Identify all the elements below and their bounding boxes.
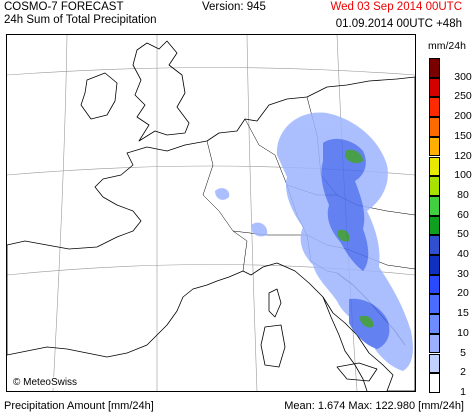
legend-label: 150: [454, 129, 472, 142]
legend-label: 80: [457, 188, 469, 201]
precip-mid-area: [321, 138, 369, 271]
precip-light-patch-alps: [251, 222, 268, 237]
legend-swatch: [429, 274, 440, 295]
map-subtitle: 24h Sum of Total Precipitation: [4, 14, 157, 26]
meteoswiss-credit: © MeteoSwiss: [11, 377, 80, 388]
legend-label: 2: [460, 366, 466, 379]
legend-label: 60: [457, 208, 469, 221]
legend-swatch: [429, 215, 440, 236]
legend-swatch: [429, 176, 440, 196]
run-info: 01.09.2014 00UTC +48h: [335, 18, 462, 30]
legend-label: 15: [457, 307, 469, 320]
valid-time: Wed 03 Sep 2014 00UTC: [330, 1, 462, 13]
legend-swatch: [429, 77, 440, 98]
legend-swatch: [429, 156, 440, 177]
footer-label: Precipitation Amount [mm/24h]: [4, 400, 154, 412]
sardinia-coast: [260, 324, 286, 368]
legend-swatch: [429, 294, 440, 315]
legend-swatch: [429, 235, 440, 255]
legend-swatch: [429, 58, 440, 78]
graticule: [7, 35, 415, 391]
legend-label: 1: [460, 385, 466, 398]
footer-stats: Mean: 1.674 Max: 122.980 [mm/24h]: [284, 400, 464, 412]
legend-swatch: [429, 97, 440, 118]
legend-unit: mm/24h: [428, 40, 466, 52]
legend-label: 30: [457, 267, 469, 280]
map-canvas: [7, 35, 415, 391]
legend-swatch: [429, 117, 440, 137]
precip-light-patch-france: [215, 188, 230, 200]
legend-label: 50: [457, 228, 469, 241]
legend-label: 20: [457, 287, 469, 300]
legend-label: 200: [454, 110, 472, 123]
map-title: COSMO-7 FORECAST: [4, 1, 124, 13]
sicily-coast: [336, 362, 378, 382]
precip-legend: mm/24h 300 250 200 150 120 100 80 60 50 40 30 20 15 1…: [424, 40, 472, 398]
legend-label: 10: [457, 326, 469, 339]
legend-label: 100: [454, 169, 472, 182]
version-label: Version: 945: [202, 1, 266, 13]
legend-swatch: [429, 255, 440, 275]
legend-swatch: [429, 195, 440, 216]
italy-coast: [322, 296, 368, 391]
legend-swatch: [429, 353, 440, 374]
great-britain-coast: [132, 40, 190, 142]
legend-label: 40: [457, 248, 469, 260]
precip-heavy-cell-north: [345, 149, 363, 164]
legend-label: 120: [454, 149, 472, 162]
legend-swatch: [429, 314, 440, 334]
corsica-coast: [268, 288, 282, 318]
legend-swatch: [429, 136, 440, 157]
legend-label: 250: [454, 90, 472, 103]
legend-label: 300: [454, 70, 472, 83]
precip-heavy-cell-central: [337, 229, 350, 242]
precip-heavy-cell-south: [359, 315, 374, 328]
legend-swatch: [429, 373, 440, 393]
precip-field: [215, 112, 413, 371]
ireland-coast: [80, 72, 118, 120]
legend-label: 5: [460, 346, 466, 359]
continent-coast: [7, 76, 415, 391]
legend-swatch: [429, 333, 440, 354]
precipitation-map: © MeteoSwiss: [6, 34, 416, 392]
